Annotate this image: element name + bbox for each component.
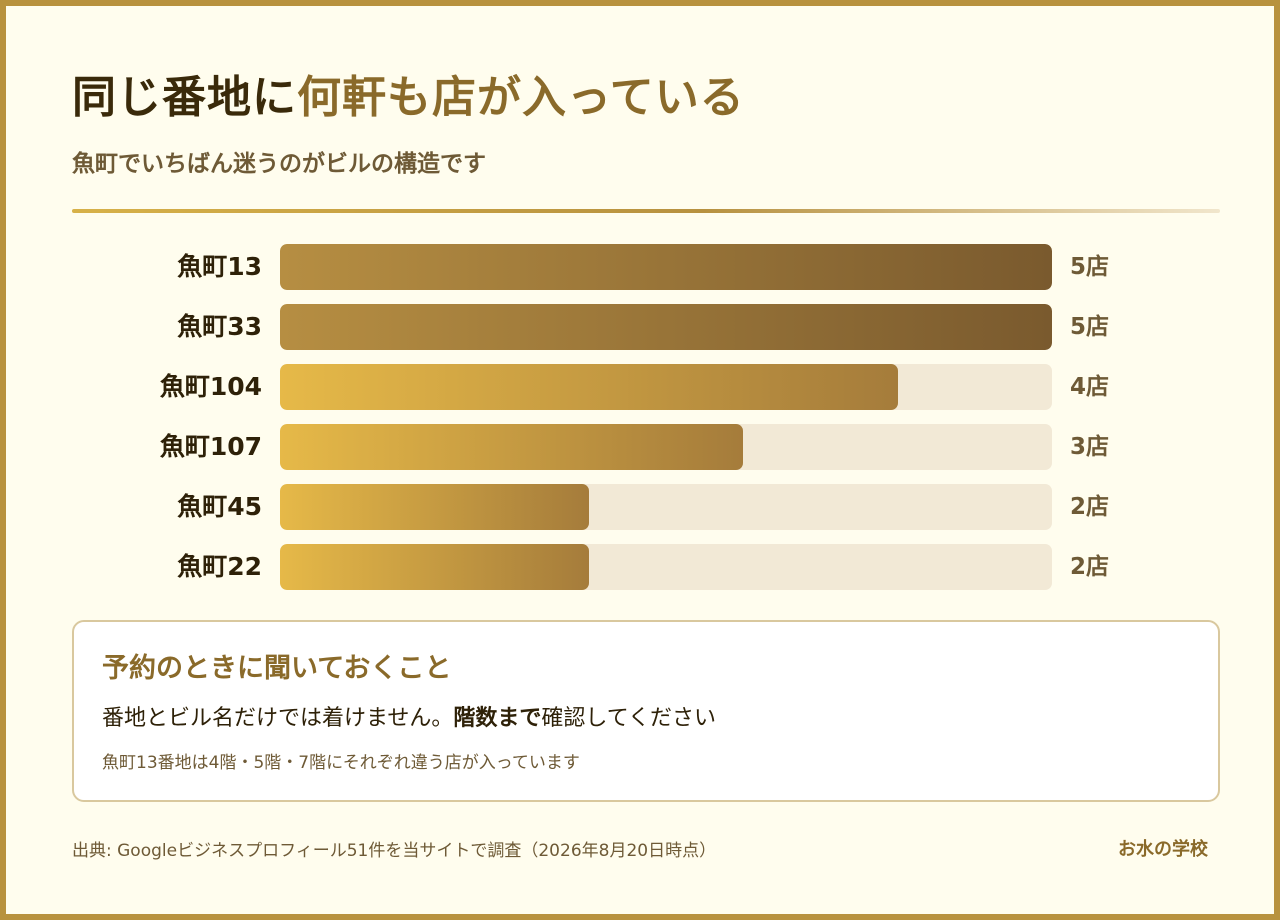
bar-category-label: 魚町22 (177, 552, 262, 581)
bar-track (280, 484, 1052, 530)
note-detail: 魚町13番地は4階・5階・7階にそれぞれ違う店が入っています (102, 753, 580, 773)
bar (280, 364, 898, 410)
bar-row: 魚町45 2店 (72, 484, 1220, 530)
bar-track (280, 424, 1052, 470)
bar-category-label: 魚町33 (177, 312, 262, 341)
divider-rule (72, 209, 1220, 213)
bar (280, 544, 589, 590)
note-heading: 予約のときに聞いておくこと (102, 653, 452, 684)
note-body-bold: 階数まで (453, 706, 542, 731)
bar-category-label: 魚町104 (159, 372, 262, 401)
title-part-dark: 同じ番地に (72, 72, 297, 123)
bar-value-label: 2店 (1070, 554, 1110, 580)
note-body-post: 確認してください (541, 706, 717, 731)
bar (280, 424, 743, 470)
bar-track (280, 544, 1052, 590)
bar-category-label: 魚町45 (177, 492, 262, 521)
bar-row: 魚町33 5店 (72, 304, 1220, 350)
bar-row: 魚町13 5店 (72, 244, 1220, 290)
bar-row: 魚町22 2店 (72, 544, 1220, 590)
bar-value-label: 2店 (1070, 494, 1110, 520)
note-box: 予約のときに聞いておくこと 番地とビル名だけでは着けません。階数まで確認してくだ… (72, 620, 1220, 802)
bar-value-label: 3店 (1070, 434, 1110, 460)
bar (280, 244, 1052, 290)
bar (280, 484, 589, 530)
bar-value-label: 5店 (1070, 254, 1110, 280)
bar-value-label: 4店 (1070, 374, 1110, 400)
bar-row: 魚町104 4店 (72, 364, 1220, 410)
bar-category-label: 魚町13 (177, 252, 262, 281)
note-body: 番地とビル名だけでは着けません。階数まで確認してください (102, 700, 716, 732)
bar-category-label: 魚町107 (159, 432, 262, 461)
bar-value-label: 5店 (1070, 314, 1110, 340)
bar-track (280, 304, 1052, 350)
note-body-pre: 番地とビル名だけでは着けません。 (102, 706, 454, 731)
bar-chart: 魚町13 5店 魚町33 5店 魚町104 4店 魚町107 3店 魚町45 2店 魚町22 2店 (72, 238, 1220, 598)
bar (280, 304, 1052, 350)
bar-row: 魚町107 3店 (72, 424, 1220, 470)
title-part-accent: 何軒も店が入っている (297, 72, 745, 123)
source-note: 出典: Googleビジネスプロフィール51件を当サイトで調査（2026年8月2… (72, 841, 717, 861)
bar-track (280, 364, 1052, 410)
page-subtitle: 魚町でいちばん迷うのがビルの構造です (72, 151, 486, 177)
page-title: 同じ番地に何軒も店が入っている (72, 68, 745, 128)
bar-track (280, 244, 1052, 290)
brand-logo-text: お水の学校 (1118, 839, 1208, 860)
